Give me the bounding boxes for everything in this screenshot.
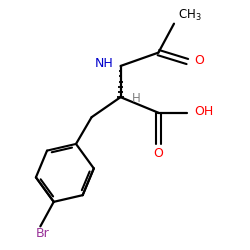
Text: CH$_3$: CH$_3$ bbox=[178, 8, 202, 22]
Text: O: O bbox=[194, 54, 204, 67]
Text: OH: OH bbox=[194, 105, 213, 118]
Text: O: O bbox=[154, 147, 163, 160]
Text: H: H bbox=[132, 92, 140, 105]
Text: Br: Br bbox=[36, 228, 50, 240]
Text: NH: NH bbox=[95, 57, 114, 70]
